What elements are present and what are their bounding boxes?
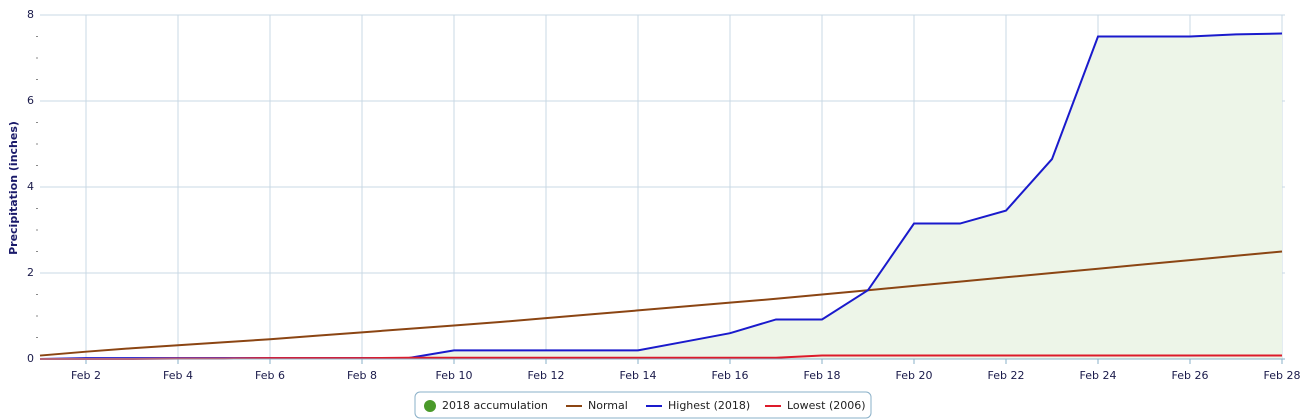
x-tick-label: Feb 4	[163, 369, 193, 382]
x-tick-label: Feb 10	[436, 369, 473, 382]
y-tick-label: 0	[27, 352, 34, 365]
y-tick-label: 6	[27, 94, 34, 107]
y-tick-label: 8	[27, 8, 34, 21]
x-tick-label: Feb 14	[620, 369, 657, 382]
y-axis-label: Precipitation (inches)	[7, 121, 20, 255]
y-tick-label: 2	[27, 266, 34, 279]
x-tick-label: Feb 24	[1080, 369, 1117, 382]
x-tick-label: Feb 26	[1172, 369, 1209, 382]
legend-label: 2018 accumulation	[442, 399, 548, 412]
x-tick-label: Feb 16	[712, 369, 749, 382]
x-tick-label: Feb 8	[347, 369, 377, 382]
legend: 2018 accumulation Normal Highest (2018) Low…	[424, 399, 866, 412]
line	[39, 250, 1283, 357]
plot-area: 0 2 4 6 8 Feb 2 Feb 4 Feb 6 Feb 8 Feb 10 Feb 12 Feb…	[27, 8, 1300, 382]
legend-box	[414, 391, 872, 419]
area	[40, 33, 1282, 360]
legend-marker	[424, 400, 436, 412]
x-tick-label: Feb 6	[255, 369, 285, 382]
legend-label: Normal	[588, 399, 628, 412]
y-tick-label: 4	[27, 180, 34, 193]
x-tick-label: Feb 20	[896, 369, 933, 382]
legend-label: Highest (2018)	[668, 399, 750, 412]
legend-label: Lowest (2006)	[787, 399, 866, 412]
x-tick-label: Feb 22	[988, 369, 1025, 382]
line	[40, 354, 1282, 360]
x-tick-label: Feb 2	[71, 369, 101, 382]
x-tick-label: Feb 28	[1264, 369, 1300, 382]
x-tick-label: Feb 18	[804, 369, 841, 382]
x-tick-label: Feb 12	[528, 369, 565, 382]
